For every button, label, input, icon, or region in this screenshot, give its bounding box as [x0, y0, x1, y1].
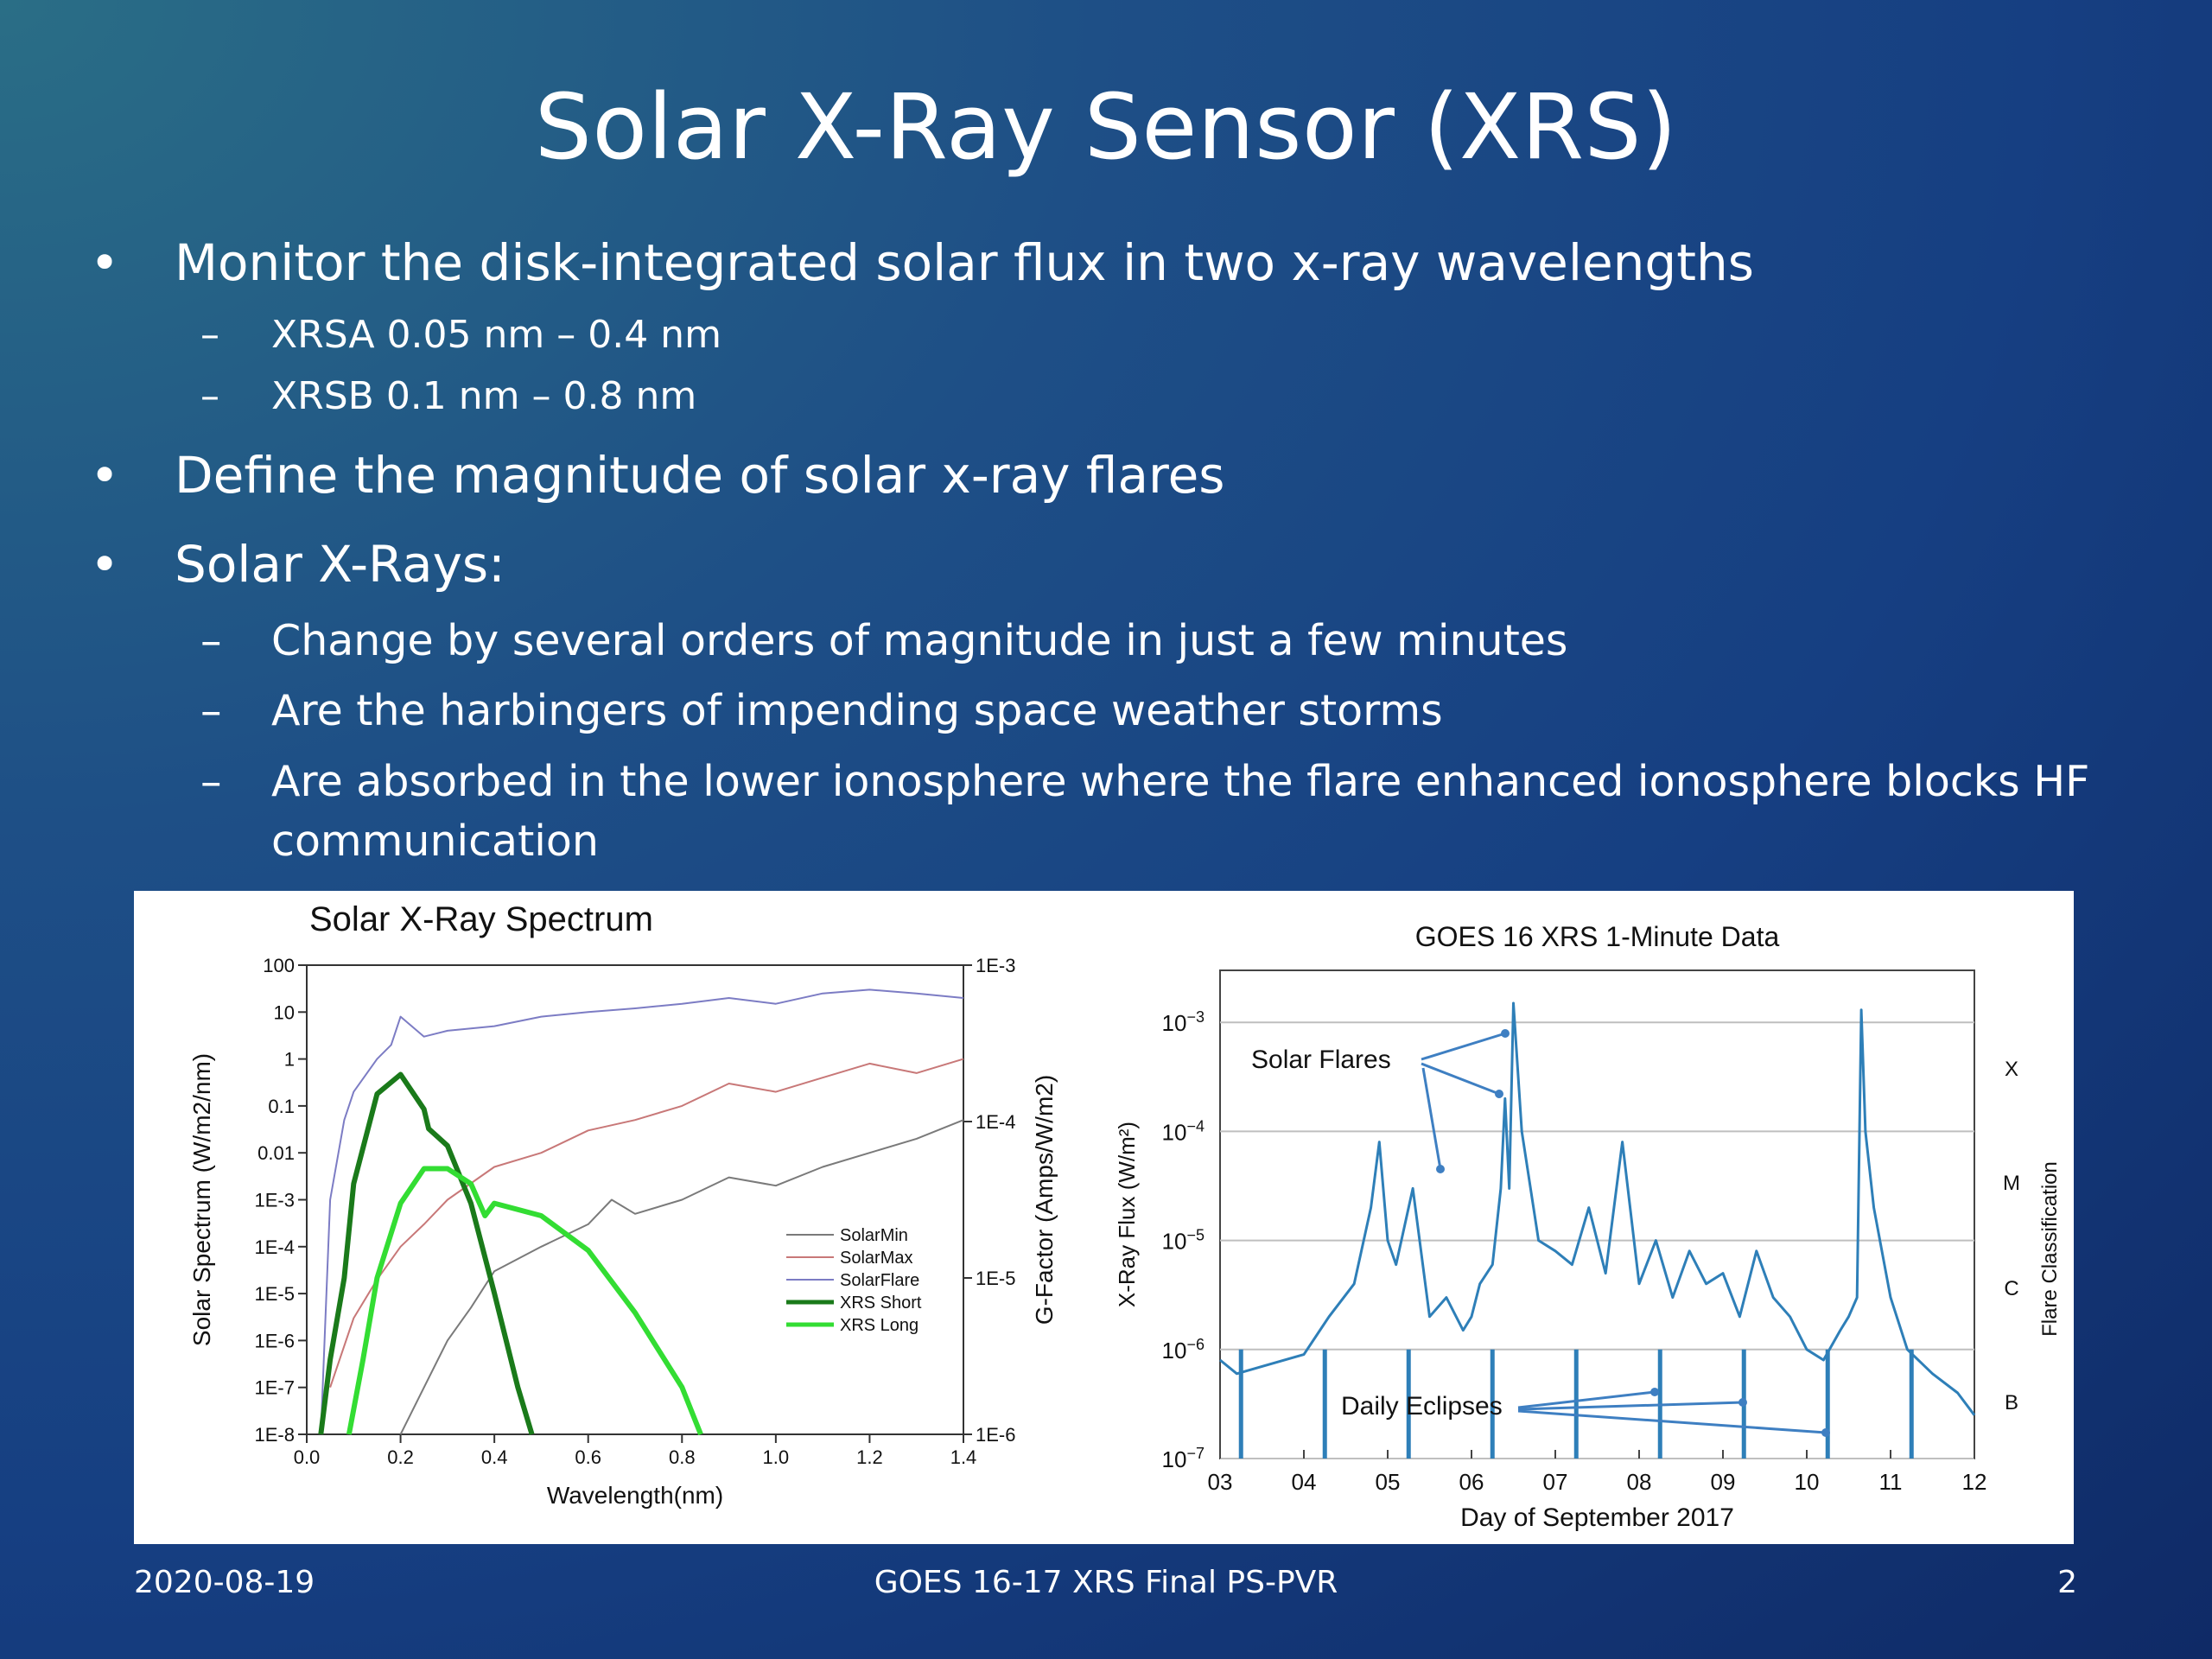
chart2-xtick-label: 08 — [1627, 1469, 1652, 1495]
chart2-arrow — [1517, 1390, 1656, 1409]
bullet-text: Are absorbed in the lower ionosphere whe… — [271, 757, 2090, 806]
chart2-arrowhead — [1738, 1398, 1747, 1407]
chart2-arrow — [1517, 1409, 1827, 1434]
figure-charts: Solar X-Ray Spectrum 100 10 1 0.1 0.01 1E-3 1E-… — [188, 900, 2062, 1532]
bullet-text: XRSA 0.05 nm – 0.4 nm — [271, 313, 721, 357]
chart2-class-b: B — [2005, 1391, 2018, 1414]
chart1-xtick-label: 0.2 — [387, 1446, 414, 1468]
chart2-xlabel: Day of September 2017 — [1460, 1503, 1734, 1532]
chart2-ytick-label: 10−5 — [1162, 1227, 1205, 1255]
chart2-y2label: Flare Classification — [2038, 1161, 2062, 1337]
chart1-ytick-label: 0.1 — [268, 1096, 295, 1117]
chart2-ytick-label: 10−3 — [1162, 1008, 1205, 1036]
footer-page-number: 2 — [2057, 1565, 2077, 1600]
chart1-series-solarmax — [329, 1058, 964, 1389]
chart2-arrow — [1421, 1032, 1506, 1061]
chart1-xtick-label: 1.2 — [856, 1446, 883, 1468]
chart1-y2label: G-Factor (Amps/W/m2) — [1031, 1075, 1058, 1325]
chart2-arrowhead — [1821, 1428, 1830, 1437]
chart1-xtick-label: 1.0 — [763, 1446, 790, 1468]
chart2-annotation-solar-flares: Solar Flares — [1251, 1046, 1391, 1074]
dash-mark: – — [200, 686, 222, 735]
chart2-ytick-label: 10−7 — [1162, 1445, 1205, 1472]
chart1-ytick-label: 0.01 — [257, 1142, 295, 1164]
chart2-xtick-label: 06 — [1459, 1469, 1484, 1495]
chart1-legend-label: SolarMin — [840, 1226, 908, 1245]
chart1-xtick-label: 0.6 — [575, 1446, 601, 1468]
dash-mark: – — [200, 374, 219, 418]
footer-date: 2020-08-19 — [134, 1565, 315, 1600]
chart2-class-c: C — [2004, 1277, 2018, 1300]
chart2-ytick-label: 10−4 — [1162, 1117, 1205, 1145]
bullet-text: Are the harbingers of impending space we… — [271, 686, 1443, 735]
chart1-xlabel: Wavelength(nm) — [547, 1482, 723, 1509]
chart1-y2tick-label: 1E-3 — [976, 955, 1015, 976]
bullet-mark: • — [90, 446, 120, 505]
chart2-xtick-label: 07 — [1543, 1469, 1568, 1495]
chart1-xtick-label: 0.4 — [481, 1446, 508, 1468]
chart2-xtick-label: 03 — [1208, 1469, 1233, 1495]
chart1-series-xrs-long — [346, 1166, 703, 1436]
chart2-class-x: X — [2005, 1058, 2018, 1081]
chart1-xtick-label: 1.4 — [950, 1446, 977, 1468]
chart1-legend-label: XRS Long — [840, 1316, 918, 1335]
chart1-ytick-label: 1E-4 — [255, 1236, 295, 1258]
chart1-ytick-label: 1E-3 — [255, 1190, 295, 1211]
bullet-text: Change by several orders of magnitude in… — [271, 616, 1568, 665]
chart2-arrow — [1517, 1401, 1744, 1411]
chart1-y2tick-label: 1E-4 — [976, 1111, 1015, 1133]
chart2-ylabel: X-Ray Flux (W/m²) — [1114, 1122, 1140, 1307]
bullet-text: Solar X-Rays: — [175, 535, 505, 594]
chart1-ytick-label: 1E-5 — [255, 1283, 295, 1305]
chart2-frame — [1219, 969, 1975, 1459]
bullet-mark: • — [90, 535, 120, 594]
chart2-xtick-label: 11 — [1879, 1469, 1903, 1495]
chart1-ylabel: Solar Spectrum (W/m2/nm) — [188, 1053, 215, 1346]
chart2-flux-line — [1219, 1001, 1976, 1416]
bullet-text: communication — [271, 817, 599, 866]
bullet-mark: • — [90, 233, 120, 292]
chart1-xtick-label: 0.8 — [669, 1446, 696, 1468]
chart1-ytick-label: 1E-7 — [255, 1377, 295, 1399]
chart1-series-solarflare — [320, 988, 964, 1435]
chart2-arrowhead — [1436, 1165, 1445, 1173]
chart1-legend-label: XRS Short — [840, 1294, 922, 1313]
chart2-annotation-daily-eclipses: Daily Eclipses — [1341, 1392, 1503, 1421]
chart1-xtick-label: 0.0 — [294, 1446, 321, 1468]
chart1-ytick-label: 1E-8 — [255, 1424, 295, 1446]
chart1-ytick-label: 1E-6 — [255, 1330, 295, 1351]
chart2-class-m: M — [2003, 1172, 2020, 1195]
chart2-xtick-label: 05 — [1376, 1469, 1401, 1495]
chart2-arrowhead — [1495, 1090, 1503, 1098]
chart2-xtick-label: 09 — [1711, 1469, 1736, 1495]
bullet-text: Monitor the disk-integrated solar flux i… — [175, 233, 1754, 292]
chart2-arrowhead — [1501, 1029, 1510, 1038]
slide-title: Solar X-Ray Sensor (XRS) — [534, 74, 1678, 180]
bullet-text: Define the magnitude of solar x-ray flar… — [175, 446, 1225, 505]
chart1-title: Solar X-Ray Spectrum — [309, 900, 653, 938]
chart2-xtick-label: 04 — [1292, 1469, 1317, 1495]
chart1-ytick-label: 100 — [263, 955, 295, 976]
dash-mark: – — [200, 313, 219, 357]
chart1-legend-label: SolarFlare — [840, 1271, 919, 1290]
chart1-y2tick-label: 1E-6 — [976, 1424, 1015, 1446]
chart1-ytick-label: 1 — [284, 1049, 295, 1071]
chart1-series-xrs-short — [318, 1071, 535, 1435]
chart2-xtick-label: 12 — [1962, 1469, 1987, 1495]
chart1-legend-label: SolarMax — [840, 1249, 912, 1268]
chart2-arrowhead — [1650, 1388, 1659, 1396]
chart1-y2tick-label: 1E-5 — [976, 1268, 1015, 1289]
chart1-series-solarmin — [399, 1119, 964, 1435]
figure-panel: Solar X-Ray Spectrum 100 10 1 0.1 0.01 1E-3 1E-… — [134, 891, 2074, 1544]
footer-title: GOES 16-17 XRS Final PS-PVR — [874, 1565, 1338, 1600]
chart2-xtick-label: 10 — [1795, 1469, 1820, 1495]
bullet-text: XRSB 0.1 nm – 0.8 nm — [271, 374, 697, 418]
chart2-arrow — [1421, 1067, 1442, 1170]
dash-mark: – — [200, 757, 222, 806]
chart1-ytick-label: 10 — [274, 1001, 295, 1023]
chart2-ytick-label: 10−6 — [1162, 1336, 1205, 1363]
dash-mark: – — [200, 616, 222, 665]
chart2-arrow — [1421, 1062, 1500, 1096]
chart2-title: GOES 16 XRS 1-Minute Data — [1415, 921, 1780, 952]
